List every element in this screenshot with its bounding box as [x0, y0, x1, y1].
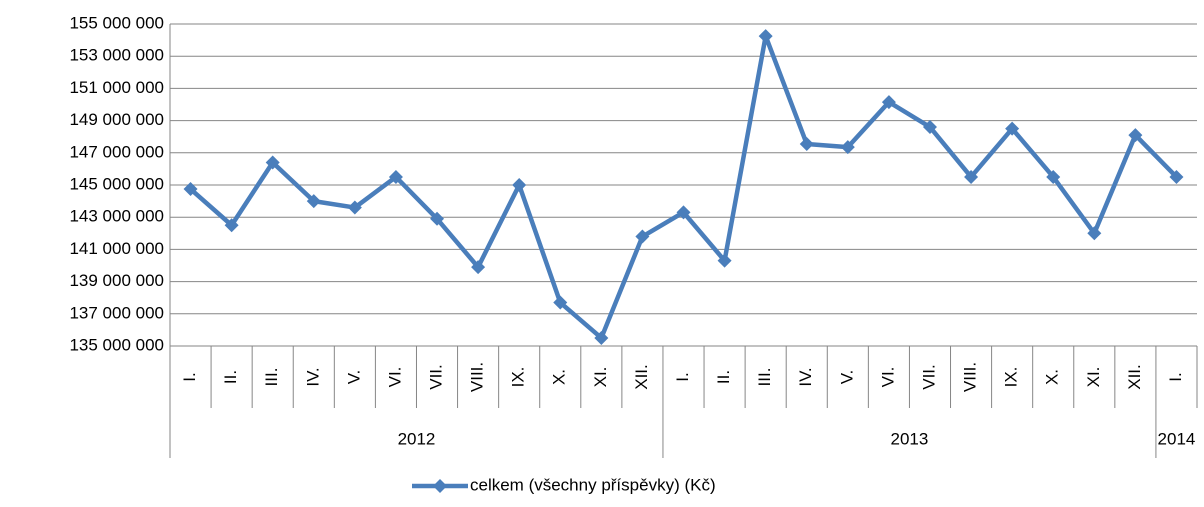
- data-point: [881, 95, 896, 110]
- group-label: 2012: [398, 429, 436, 448]
- x-tick-label: VII.: [427, 364, 446, 390]
- series-line: [189, 33, 1179, 341]
- x-tick-label: XII.: [1125, 364, 1144, 390]
- x-tick-label: III.: [262, 368, 281, 387]
- data-point: [922, 120, 937, 135]
- data-point: [388, 169, 403, 184]
- data-point: [265, 155, 280, 170]
- x-tick-label: VI.: [878, 367, 897, 388]
- data-point: [799, 136, 814, 151]
- x-tick-label: XII.: [632, 364, 651, 390]
- x-tick-label: VII.: [919, 364, 938, 390]
- data-point: [553, 295, 568, 310]
- x-tick-label: XI.: [1084, 367, 1103, 388]
- y-tick-label: 135 000 000: [69, 335, 164, 354]
- x-tick-label: IV.: [796, 367, 815, 386]
- data-point: [1005, 121, 1020, 136]
- y-tick-label: 147 000 000: [69, 142, 164, 161]
- y-tick-label: 143 000 000: [69, 207, 164, 226]
- y-tick-label: 151 000 000: [69, 78, 164, 97]
- x-tick-label: VI.: [385, 367, 404, 388]
- y-tick-label: 155 000 000: [69, 13, 164, 32]
- x-tick-label: I.: [673, 372, 692, 381]
- data-point: [1046, 169, 1061, 184]
- y-tick-label: 153 000 000: [69, 46, 164, 65]
- data-point: [758, 29, 773, 44]
- x-tick-label: IX.: [509, 367, 528, 388]
- x-tick-label: IV.: [303, 367, 322, 386]
- data-point: [430, 211, 445, 226]
- x-tick-label: X.: [550, 369, 569, 385]
- data-point: [635, 229, 650, 244]
- data-point: [594, 330, 609, 345]
- x-tick-label: II.: [221, 370, 240, 384]
- x-tick-label: X.: [1043, 369, 1062, 385]
- data-point: [717, 253, 732, 268]
- group-label: 2014: [1158, 429, 1196, 448]
- data-point: [964, 169, 979, 184]
- data-point: [1087, 226, 1102, 241]
- data-point: [676, 205, 691, 220]
- x-tick-label: VIII.: [961, 362, 980, 392]
- x-tick-label: I.: [180, 372, 199, 381]
- data-point: [306, 194, 321, 209]
- x-tick-label: XI.: [591, 367, 610, 388]
- x-tick-label: V.: [344, 370, 363, 385]
- x-tick-label: II.: [714, 370, 733, 384]
- y-tick-label: 141 000 000: [69, 239, 164, 258]
- data-point: [347, 200, 362, 215]
- data-point: [840, 140, 855, 155]
- y-tick-label: 137 000 000: [69, 303, 164, 322]
- x-tick-label: VIII.: [468, 362, 487, 392]
- data-point: [512, 178, 527, 192]
- group-label: 2013: [891, 429, 929, 448]
- data-point: [1128, 128, 1143, 143]
- x-tick-label: III.: [755, 368, 774, 387]
- legend-marker: [433, 479, 447, 493]
- y-tick-label: 145 000 000: [69, 174, 164, 193]
- data-point: [183, 182, 198, 197]
- data-point: [1169, 169, 1184, 184]
- y-tick-label: 149 000 000: [69, 110, 164, 129]
- legend-label: celkem (všechny příspěvky) (Kč): [470, 475, 716, 494]
- data-point: [224, 218, 239, 233]
- data-point: [471, 260, 486, 275]
- x-tick-label: V.: [837, 370, 856, 385]
- x-tick-label: I.: [1166, 372, 1185, 381]
- y-tick-label: 139 000 000: [69, 271, 164, 290]
- x-tick-label: IX.: [1002, 367, 1021, 388]
